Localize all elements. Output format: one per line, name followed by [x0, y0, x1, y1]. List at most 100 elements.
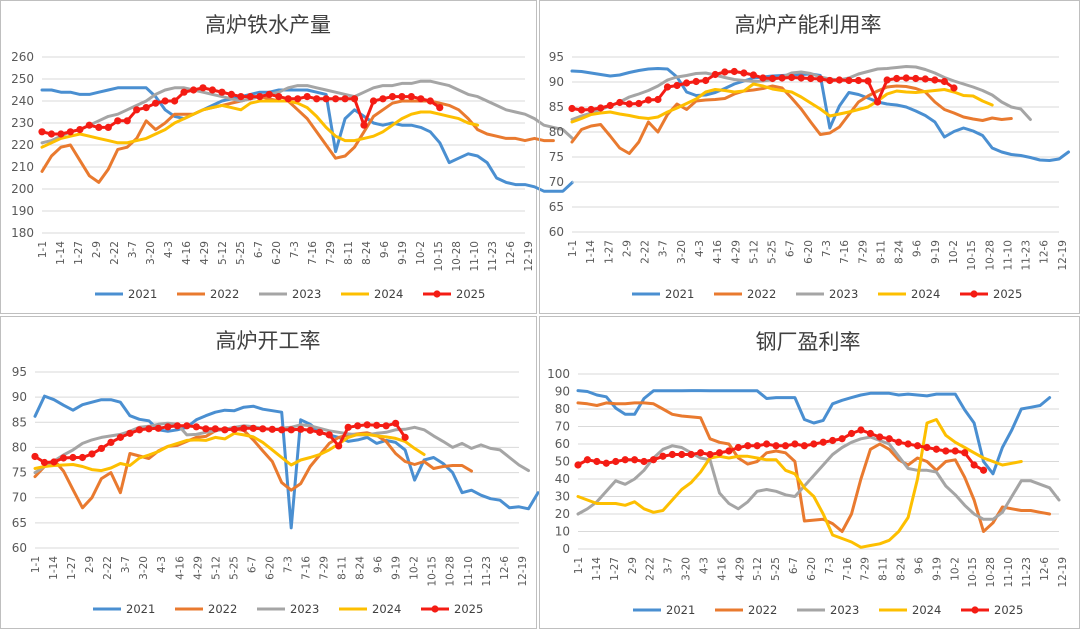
x-tick-label: 8-24 [355, 556, 367, 580]
x-tick-label: 1-14 [585, 240, 597, 264]
data-point-2025 [275, 93, 283, 101]
x-tick-label: 4-16 [174, 556, 186, 580]
legend-label-2023: 2023 [290, 602, 319, 616]
x-tick-label: 2-9 [84, 556, 96, 573]
x-tick-label: 10-15 [967, 557, 979, 588]
x-tick-label: 2-9 [621, 240, 633, 257]
data-point-2025 [568, 104, 576, 113]
data-point-2025 [221, 426, 229, 434]
data-point-2025 [170, 97, 179, 105]
legend-label-2025: 2025 [456, 287, 485, 301]
chart-title: 高炉开工率 [216, 329, 321, 353]
x-tick-label: 10-28 [445, 556, 457, 587]
data-point-2025 [810, 440, 818, 448]
data-point-2025 [227, 90, 236, 98]
x-tick-label: 1-14 [591, 557, 603, 581]
data-point-2025 [331, 95, 340, 103]
data-point-2025 [725, 447, 733, 455]
data-point-2025 [76, 126, 84, 134]
x-tick-label: 5-12 [210, 556, 222, 580]
y-tick-label: 210 [11, 160, 34, 174]
data-point-2025 [961, 449, 969, 457]
x-tick-label: 9-6 [912, 240, 924, 257]
x-tick-label: 6-20 [803, 240, 815, 264]
data-point-2025 [354, 422, 362, 430]
data-point-2025 [173, 422, 181, 430]
data-point-2025 [426, 97, 434, 105]
x-tick-label: 12-6 [1039, 240, 1051, 264]
x-tick-label: 12-19 [1057, 557, 1069, 588]
data-point-2025 [145, 425, 153, 433]
data-point-2025 [297, 425, 305, 433]
x-tick-label: 10-2 [948, 240, 960, 264]
data-point-2025 [854, 76, 863, 85]
series-line-2024 [33, 431, 426, 473]
x-tick-label: 12-6 [505, 241, 517, 265]
data-point-2025 [759, 74, 767, 82]
x-tick-label: 8-24 [894, 240, 906, 264]
x-tick-label: 7-3 [289, 241, 301, 258]
data-point-2025 [114, 117, 122, 125]
data-point-2025 [322, 95, 330, 103]
y-tick-label: 90 [549, 75, 564, 89]
y-tick-label: 95 [12, 365, 27, 379]
x-tick-label: 9-19 [397, 241, 409, 265]
x-tick-label: 4-29 [730, 240, 742, 264]
x-tick-label: 7-29 [325, 241, 337, 265]
data-point-2025 [417, 95, 425, 103]
data-point-2025 [873, 98, 882, 106]
data-point-2025 [237, 93, 245, 101]
x-tick-label: 11-23 [1021, 240, 1033, 271]
x-tick-label: 9-6 [379, 241, 391, 258]
data-point-2025 [772, 442, 780, 450]
x-tick-label: 7-3 [824, 557, 836, 574]
x-tick-label: 11-23 [487, 241, 499, 272]
x-tick-label: 9-6 [373, 556, 385, 573]
data-point-2025 [979, 466, 988, 474]
legend-label-2023: 2023 [830, 603, 859, 617]
chart-title: 钢厂盈利率 [756, 330, 861, 354]
data-point-2025 [256, 93, 264, 101]
x-tick-label: 7-3 [821, 240, 833, 257]
data-point-2025 [126, 429, 134, 437]
x-tick-label: 11-10 [463, 556, 475, 587]
y-tick-label: 70 [12, 491, 27, 505]
panel-frame [0, 0, 537, 314]
data-point-2025 [749, 71, 758, 79]
data-point-2025 [259, 425, 267, 433]
series-line-2023 [40, 79, 574, 145]
x-tick-label: 6-20 [264, 556, 276, 580]
data-point-2025 [107, 438, 115, 446]
data-point-2025 [50, 458, 58, 466]
y-tick-label: 40 [555, 472, 570, 486]
x-tick-label: 3-20 [138, 556, 150, 580]
data-point-2025 [246, 93, 254, 101]
x-tick-label: 1-27 [609, 557, 621, 581]
x-tick-label: 1-27 [73, 241, 85, 265]
y-tick-label: 75 [12, 466, 27, 480]
x-tick-label: 6-7 [246, 556, 258, 573]
y-tick-label: 70 [549, 175, 564, 189]
chart-panel-capacity-utilization: 高炉产能利用率 60 65 70 75 80 85 90 95 1-1 1-14 1-27 2-9 2-2… [539, 0, 1080, 314]
x-tick-label: 12-19 [523, 241, 535, 272]
legend-label-2024: 2024 [912, 603, 941, 617]
data-point-2025 [778, 74, 786, 82]
data-point-2025 [816, 75, 824, 83]
data-point-2025 [883, 76, 891, 84]
y-tick-label: 70 [555, 420, 570, 434]
y-tick-label: 75 [549, 150, 564, 164]
x-tick-label: 9-6 [913, 557, 925, 574]
legend-label-2022: 2022 [210, 287, 239, 301]
x-tick-label: 4-3 [163, 241, 175, 258]
data-point-2025 [682, 79, 691, 87]
y-tick-label: 90 [555, 385, 570, 399]
x-tick-label: 7-16 [300, 556, 312, 580]
data-point-2025 [407, 93, 415, 101]
x-tick-label: 11-23 [481, 556, 493, 587]
data-point-2025 [730, 67, 738, 76]
x-tick-label: 2-22 [645, 557, 657, 581]
y-tick-label: 85 [549, 100, 564, 114]
x-tick-label: 1-1 [37, 241, 49, 258]
x-tick-label: 7-16 [842, 557, 854, 581]
